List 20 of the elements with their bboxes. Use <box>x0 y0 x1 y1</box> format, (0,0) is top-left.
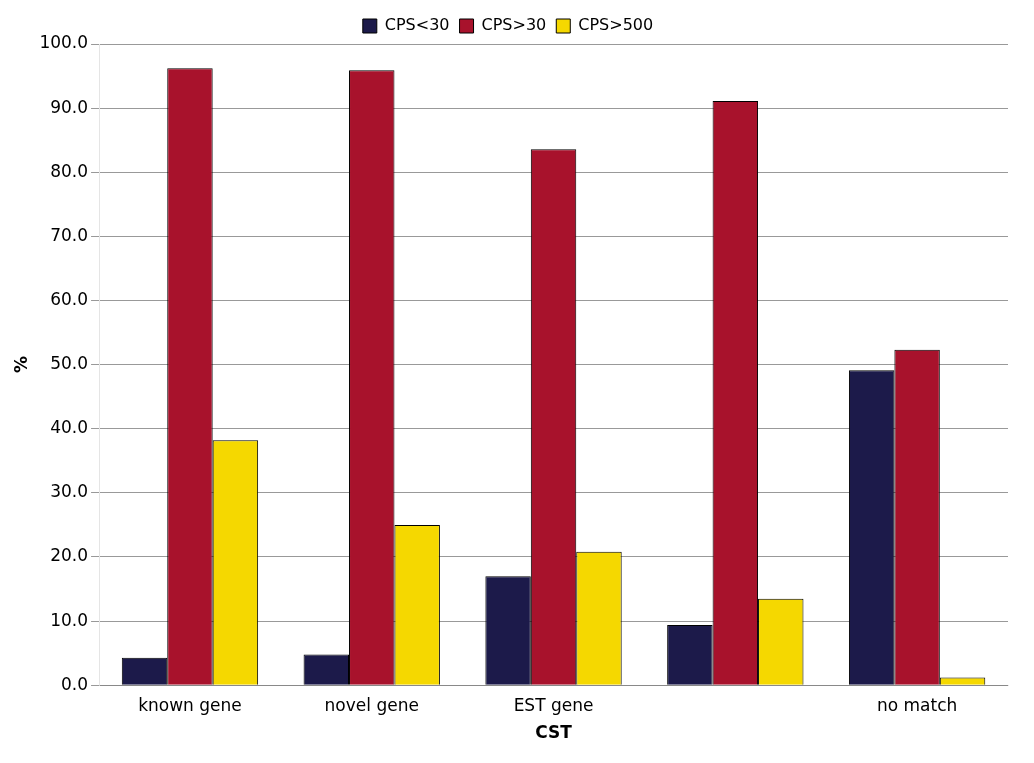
legend-label: CPS>30 <box>481 15 547 35</box>
x-tick-label: EST gene <box>513 694 594 715</box>
x-tick-label: no match <box>876 694 958 715</box>
y-axis-title: % <box>10 356 31 374</box>
y-tick-label: 30.0 <box>50 481 89 502</box>
x-tick-label: known gene <box>138 694 242 715</box>
legend-label: CPS<30 <box>384 15 450 35</box>
y-tick-label: 20.0 <box>50 545 89 566</box>
x-axis-title: CST <box>535 722 573 743</box>
y-tick-label: 10.0 <box>50 609 89 630</box>
y-tick-label: 70.0 <box>50 224 89 245</box>
y-tick-label: 90.0 <box>50 96 89 117</box>
x-tick-label: novel gene <box>324 694 419 715</box>
y-tick-label: 80.0 <box>50 160 89 181</box>
y-tick-label: 0.0 <box>61 673 89 694</box>
legend-label: CPS>500 <box>578 15 654 35</box>
y-tick-label: 50.0 <box>50 353 89 374</box>
y-tick-label: 40.0 <box>50 417 89 438</box>
y-tick-label: 60.0 <box>50 288 89 309</box>
y-tick-label: 100.0 <box>39 32 89 53</box>
